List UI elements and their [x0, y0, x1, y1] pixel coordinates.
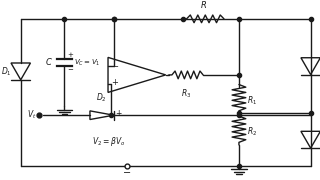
Text: $R_2$: $R_2$ [247, 126, 257, 138]
Text: +: + [68, 52, 73, 58]
Text: $R_1$: $R_1$ [247, 94, 257, 107]
Text: C: C [46, 58, 52, 67]
Text: $R_3$: $R_3$ [181, 87, 191, 100]
Text: $V_t$: $V_t$ [27, 109, 36, 122]
Text: −: − [111, 62, 118, 71]
Text: $V_C = V_1$: $V_C = V_1$ [74, 58, 100, 68]
Text: $D_2$: $D_2$ [96, 91, 107, 104]
Text: R: R [200, 1, 206, 10]
Text: $D_1$: $D_1$ [1, 65, 12, 78]
Text: +: + [111, 78, 118, 87]
Text: +: + [115, 109, 121, 118]
Text: −: − [123, 168, 131, 178]
Text: $V_2 = \beta V_o$: $V_2 = \beta V_o$ [92, 135, 126, 148]
Text: −: − [68, 67, 73, 73]
